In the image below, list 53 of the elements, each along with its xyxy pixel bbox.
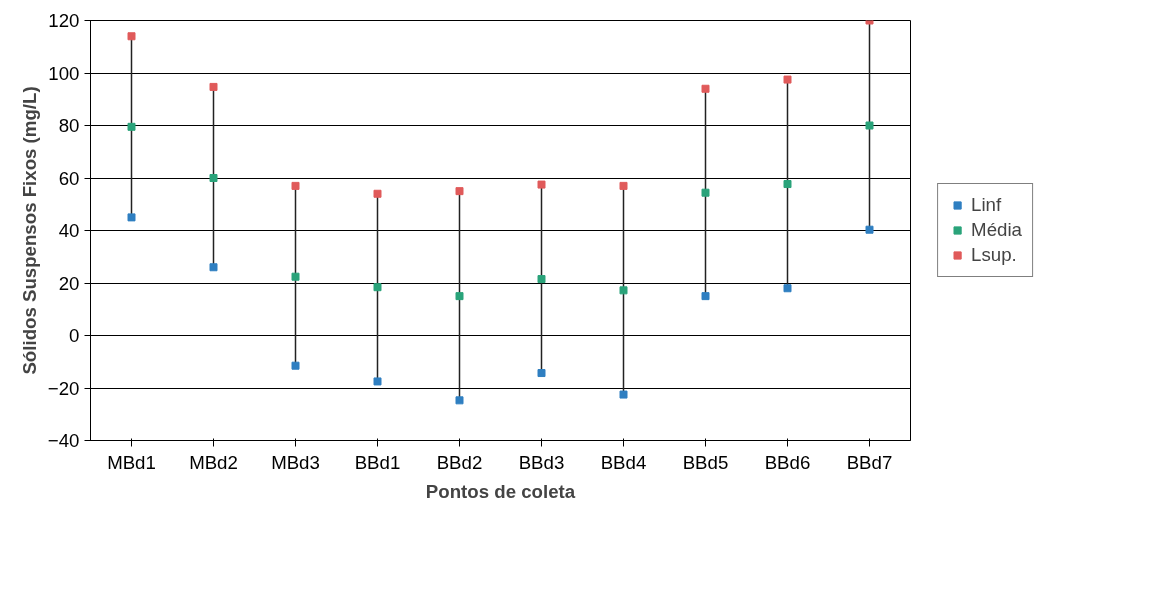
x-tick-label: BBd6: [764, 451, 811, 473]
point: [127, 32, 136, 41]
x-tick-label: BBd1: [354, 451, 401, 473]
x-tick-label: BBd5: [682, 451, 729, 473]
point: [537, 180, 546, 189]
point: [865, 121, 874, 130]
point: [455, 396, 464, 405]
x-tick-label: BBd3: [518, 451, 565, 473]
point: [701, 84, 710, 93]
x-tick-label: MBd3: [271, 451, 320, 473]
x-tick-label: BBd2: [436, 451, 483, 473]
point: [619, 390, 628, 399]
point: [455, 292, 464, 301]
point: [619, 181, 628, 190]
point: [701, 188, 710, 197]
point: [537, 275, 546, 284]
point: [209, 263, 218, 272]
y-axis-title: Sólidos Suspensos Fixos (mg/L): [18, 86, 40, 375]
point: [865, 225, 874, 234]
point: [783, 180, 792, 189]
point: [455, 187, 464, 196]
x-tick-label: BBd4: [600, 451, 647, 473]
legend-label: Média: [971, 219, 1022, 241]
point: [373, 377, 382, 386]
point: [783, 75, 792, 84]
y-tick-label: −20: [47, 377, 80, 399]
point: [209, 82, 218, 91]
x-axis-title: Pontos de coleta: [425, 480, 576, 502]
y-tick-label: 20: [58, 272, 80, 294]
point: [291, 361, 300, 370]
point: [619, 286, 628, 295]
y-tick-label: 80: [58, 115, 80, 136]
point: [373, 283, 382, 292]
x-tick-label: MBd2: [189, 451, 238, 473]
point: [701, 292, 710, 301]
y-tick-label: 120: [48, 10, 80, 31]
x-tick-label: MBd1: [107, 451, 156, 473]
point: [373, 189, 382, 198]
y-tick-label: 100: [48, 62, 80, 84]
legend-label: Linf: [971, 194, 1002, 216]
point: [783, 284, 792, 293]
point: [537, 369, 546, 378]
point: [291, 181, 300, 190]
point: [127, 213, 136, 222]
point: [209, 174, 218, 182]
x-tick-label: BBd7: [846, 451, 893, 473]
point: [291, 272, 300, 281]
y-tick-label: 60: [58, 167, 80, 189]
y-tick-label: 40: [58, 220, 80, 241]
legend-label: Lsup.: [971, 244, 1017, 266]
point: [127, 122, 136, 131]
y-tick-label: 0: [69, 325, 80, 346]
y-tick-label: −40: [47, 430, 80, 451]
